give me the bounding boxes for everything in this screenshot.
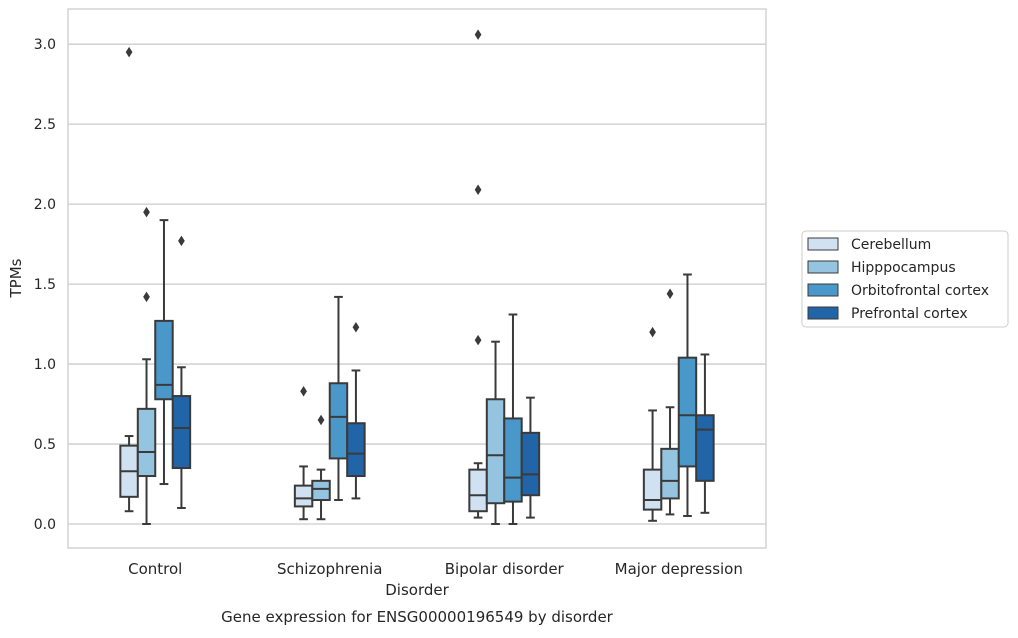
y-tick-label: 2.5 [34,117,56,133]
legend-swatch [807,306,839,320]
plot-frame [67,8,767,549]
legend-label: Cerebellum [851,237,931,253]
box-group [485,340,506,526]
box [293,484,314,508]
x-tick-labels: Control Schizophrenia Bipolar disorder Majo… [128,560,743,578]
legend-items: Cerebellum Hipppocampus Orbitofrontal cort… [807,237,989,322]
x-axis-label: Disorder [385,581,449,599]
legend: Cerebellum Hipppocampus Orbitofrontal cort… [801,230,1009,328]
y-axis-label: TPMs [7,258,25,298]
box-group [171,235,192,510]
outlier-point [317,414,325,426]
box-group [346,322,366,500]
box-group [660,288,680,516]
outlier-point [474,29,482,40]
legend-label: Prefrontal cortex [851,306,968,322]
outlier-point [300,386,307,397]
box-group [503,313,523,526]
y-tick-label: 0.5 [34,437,56,453]
box-group [154,219,174,486]
chart-caption: Gene expression for ENSG00000196549 by d… [221,608,614,626]
box [503,417,523,503]
box-group [136,206,157,526]
outlier-point [143,291,150,303]
legend-swatch [807,283,839,297]
box-group [328,295,349,502]
box [677,356,698,468]
boxes-layer [119,29,715,526]
box [171,395,192,470]
x-tick-label: Control [128,560,182,578]
box-group [293,386,314,521]
y-tick-label: 1.5 [34,277,56,293]
box [328,382,349,460]
legend-swatch [807,260,839,274]
box [136,407,157,478]
box [346,422,366,478]
box [485,398,506,505]
box [695,414,715,482]
legend-label: Hipppocampus [851,260,956,276]
outlier-point [649,326,656,338]
outlier-point [474,334,482,346]
outlier-point [143,206,150,218]
legend-label: Orbitofrontal cortex [851,283,989,299]
box [642,468,663,511]
box-group [520,396,541,519]
y-tick-label: 3.0 [34,37,56,53]
box-group [119,46,139,513]
y-tick-label: 0.0 [34,517,56,533]
y-tick-labels: 0.0 0.5 1.0 1.5 2.0 2.5 3.0 [34,37,56,533]
legend-frame [801,230,1009,328]
outlier-point [178,235,185,247]
box [660,447,680,500]
box [468,468,488,513]
y-tick-label: 1.0 [34,357,56,373]
box-group [311,414,331,521]
y-tick-label: 2.0 [34,197,56,213]
legend-swatch [807,237,839,251]
box-group [695,353,715,514]
outlier-point [666,288,674,299]
box [311,479,331,502]
outlier-point [352,322,360,333]
box-group [642,326,663,522]
outlier-point [125,46,133,58]
box-group [677,273,698,518]
outlier-point [474,184,482,195]
box [154,319,174,401]
x-tick-label: Schizophrenia [277,560,382,578]
x-tick-label: Bipolar disorder [445,560,565,578]
x-tick-label: Major depression [615,560,743,578]
box [520,431,541,497]
